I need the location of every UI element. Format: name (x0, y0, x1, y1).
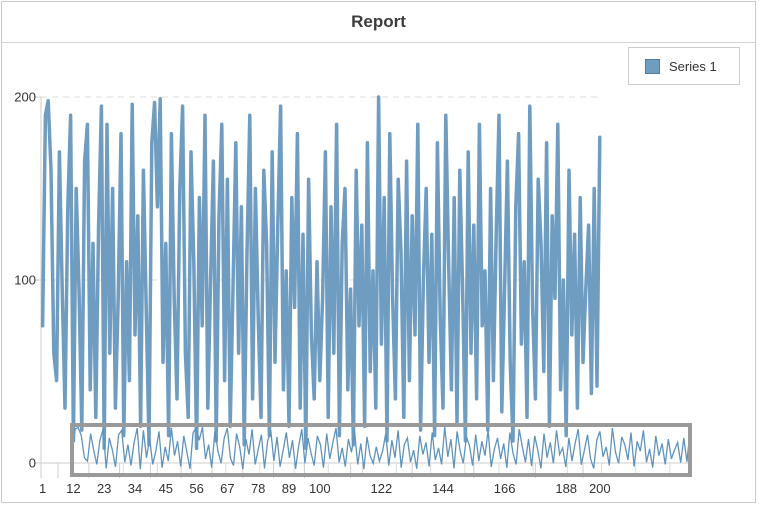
series-line[interactable] (40, 95, 602, 451)
legend-item-series1[interactable]: Series 1 (628, 47, 740, 85)
legend-label: Series 1 (669, 58, 717, 74)
y-axis-labels: 0 100 200 (14, 90, 36, 471)
x-axis-label: 122 (371, 481, 393, 496)
y-axis-label: 200 (14, 90, 36, 105)
y-axis-label: 100 (14, 273, 36, 288)
x-axis-label: 200 (589, 481, 611, 496)
x-axis-label: 188 (555, 481, 577, 496)
x-axis-label: 78 (251, 481, 265, 496)
x-axis-label: 56 (189, 481, 203, 496)
y-axis-label: 0 (29, 456, 36, 471)
x-axis-label: 67 (220, 481, 234, 496)
navigator-selection[interactable] (70, 423, 692, 477)
x-axis-label: 23 (97, 481, 111, 496)
x-axis-label: 144 (432, 481, 454, 496)
navigator-axis-ticks (88, 463, 671, 474)
x-axis-label: 1 (39, 481, 46, 496)
navigator-series-line (71, 426, 691, 470)
x-axis-label: 100 (309, 481, 331, 496)
x-axis-labels: 1 12 23 34 45 56 67 78 89 100 122 144 166 188 200 (39, 481, 611, 496)
x-axis-label: 89 (282, 481, 296, 496)
y-axis-ticks (34, 96, 41, 464)
legend-marker-icon (645, 58, 660, 74)
x-axis-label: 12 (66, 481, 80, 496)
x-axis-label: 45 (159, 481, 173, 496)
chart-title: Report (2, 2, 755, 43)
x-axis-label: 34 (128, 481, 142, 496)
x-axis-label: 166 (494, 481, 516, 496)
